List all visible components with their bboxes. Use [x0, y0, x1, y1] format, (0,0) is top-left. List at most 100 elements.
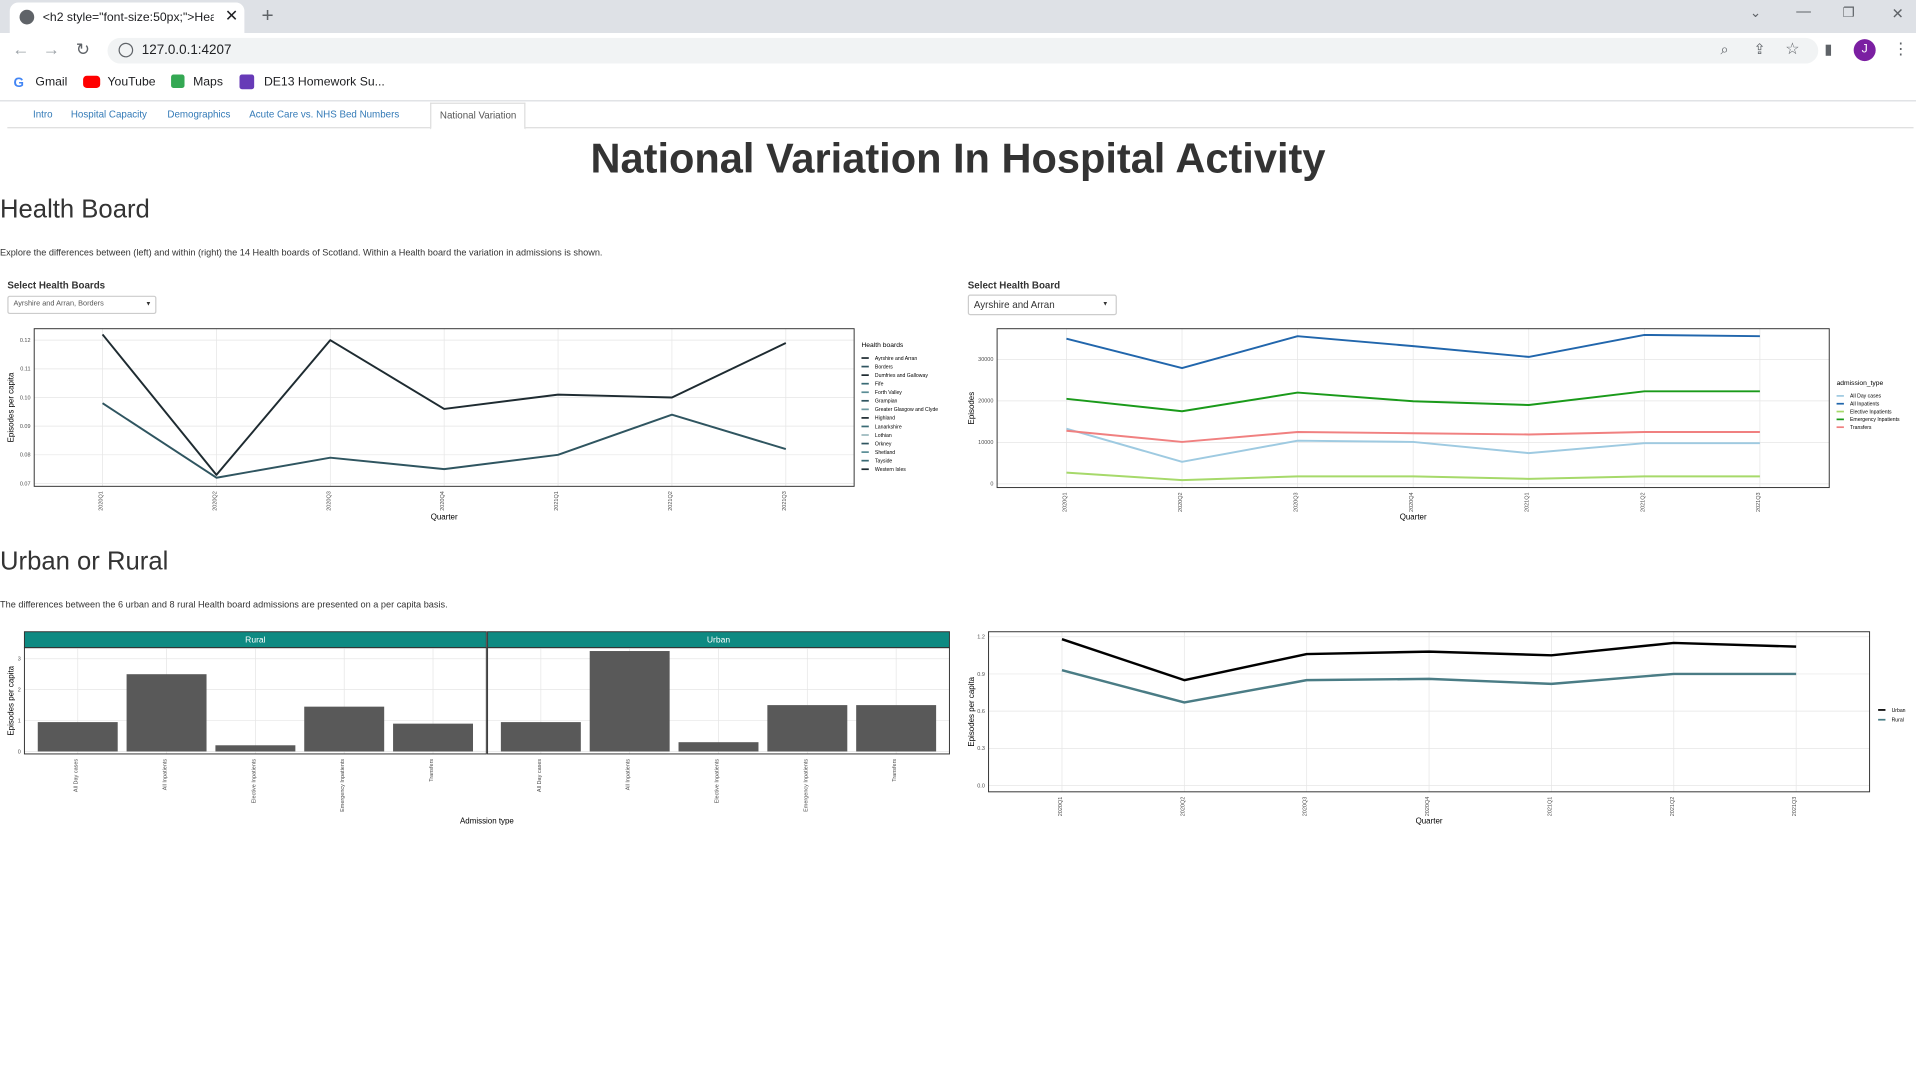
x-tick-label: Emergency Inpatients	[340, 759, 346, 812]
x-tick-label: Elective Inpatients	[251, 759, 257, 804]
series-line	[101, 333, 787, 476]
youtube-icon	[83, 75, 101, 88]
x-tick-label: 2021Q3	[782, 491, 788, 511]
y-tick-label: 3	[18, 657, 21, 663]
bookmarks-bar	[0, 67, 1916, 102]
x-tick-label: 2020Q2	[212, 491, 218, 511]
select-value: Ayrshire and Arran	[973, 299, 1055, 311]
back-button[interactable]: ←	[12, 39, 30, 59]
forms-icon	[239, 74, 255, 90]
x-tick-label: All Day cases	[537, 759, 543, 792]
x-tick-label: 2020Q2	[1180, 797, 1186, 817]
select-input[interactable]: Ayrshire and Arran ▼	[967, 294, 1117, 316]
legend-title: admission_type	[1837, 380, 1884, 387]
address-bar[interactable]	[107, 37, 1819, 64]
minimize[interactable]: —	[1796, 2, 1811, 20]
bar	[589, 651, 670, 752]
x-tick-label: All Inpatients	[626, 759, 632, 791]
section-heading: Health Board	[0, 195, 150, 224]
y-tick-label: 0.08	[20, 453, 31, 459]
select-value: Ayrshire and Arran, Borders	[13, 300, 104, 308]
maps-icon	[171, 74, 185, 88]
x-axis-title: Admission type	[460, 817, 514, 826]
legend-label: Ayrshire and Arran	[875, 356, 918, 362]
nav-tab[interactable]: Acute Care vs. NHS Bed Numbers	[249, 108, 400, 120]
forward-button[interactable]: →	[42, 39, 60, 59]
legend-label: Greater Glasgow and Clyde	[875, 407, 938, 413]
legend-label: Elective Inpatients	[1850, 409, 1892, 415]
close-window[interactable]: ✕	[1891, 4, 1904, 22]
legend-label: Orkney	[875, 441, 892, 447]
x-tick-label: 2021Q1	[554, 491, 560, 511]
x-tick-label: 2020Q1	[99, 491, 105, 511]
bookmark[interactable]: Gmail	[35, 75, 68, 90]
x-tick-label: 2020Q1	[1062, 492, 1068, 512]
select-input[interactable]: Ayrshire and Arran, Borders ▼	[7, 295, 157, 315]
legend-label: Tayside	[875, 459, 893, 465]
x-tick-label: 2020Q1	[1058, 797, 1064, 817]
bar	[126, 674, 207, 752]
series-line	[1066, 471, 1760, 482]
y-tick-label: 0.0	[977, 783, 985, 789]
y-tick-label: 0.9	[977, 672, 985, 678]
x-axis-title: Quarter	[1416, 817, 1443, 826]
legend-label: Forth Valley	[875, 390, 902, 396]
y-axis-title: Episodes per capita	[6, 372, 15, 442]
profile-avatar[interactable]: J	[1853, 39, 1876, 62]
bookmark-star[interactable]: ☆	[1785, 39, 1800, 58]
x-tick-label: Transfers	[429, 759, 435, 782]
nav-tab-active[interactable]: National Variation	[430, 102, 526, 130]
legend-label: Urban	[1892, 708, 1906, 714]
control-label: Select Health Board	[967, 279, 1061, 291]
x-axis-title: Quarter	[1400, 512, 1427, 521]
url-text[interactable]: 127.0.0.1:4207	[141, 42, 232, 58]
x-tick-label: Elective Inpatients	[715, 759, 721, 804]
legend-label: Transfers	[1850, 425, 1872, 431]
nav-tab[interactable]: Hospital Capacity	[70, 108, 147, 120]
nav-rule	[7, 127, 1914, 129]
tab-title: <h2 style="font-size:50px;">Hea	[42, 10, 214, 25]
bookmark[interactable]: DE13 Homework Su...	[263, 75, 385, 90]
restore[interactable]: ❐	[1842, 6, 1855, 21]
legend-label: Grampian	[875, 399, 898, 405]
y-tick-label: 0.12	[20, 338, 31, 344]
x-axis-title: Quarter	[431, 512, 458, 521]
tab-search[interactable]: ⌄	[1749, 6, 1762, 21]
browser-tab[interactable]: <h2 style="font-size:50px;">Hea ✕	[9, 2, 245, 33]
y-tick-label: 1.2	[977, 635, 985, 641]
section-heading: Urban or Rural	[0, 547, 169, 576]
nav-tab[interactable]: Intro	[32, 108, 53, 120]
legend-label: Borders	[875, 364, 893, 370]
x-tick-label: 2020Q3	[326, 491, 332, 511]
legend-label: Dumfries and Galloway	[875, 373, 928, 379]
series-line	[1066, 333, 1760, 370]
share-icon[interactable]: ⇪	[1753, 40, 1766, 58]
tab-close[interactable]: ✕	[224, 6, 239, 25]
panel-border	[23, 647, 487, 755]
nav-tab[interactable]: Demographics	[167, 108, 231, 120]
legend-label: All Day cases	[1850, 394, 1881, 400]
panel-border	[988, 631, 1871, 793]
x-tick-label: 2020Q3	[1303, 797, 1309, 817]
series-line	[1061, 638, 1797, 682]
series-line	[1066, 390, 1760, 413]
x-tick-label: Emergency Inpatients	[803, 759, 809, 812]
reload-button[interactable]: ↻	[75, 39, 91, 59]
y-axis-title: Episodes	[967, 392, 976, 425]
x-tick-label: 2021Q3	[1792, 797, 1798, 817]
side-panel[interactable]: ▮	[1824, 40, 1833, 58]
page-title: National Variation In Hospital Activity	[590, 135, 1326, 183]
series-line	[1066, 429, 1760, 443]
new-tab[interactable]: +	[261, 3, 274, 27]
zoom-icon[interactable]: ⌕	[1720, 40, 1729, 58]
menu-button[interactable]: ⋮	[1892, 39, 1909, 58]
bookmark[interactable]: Maps	[193, 75, 223, 90]
site-info-icon[interactable]	[118, 42, 134, 58]
bookmark[interactable]: YouTube	[107, 75, 156, 90]
bar	[37, 722, 118, 752]
y-tick-label: 10000	[978, 440, 993, 446]
x-tick-label: 2021Q2	[1640, 492, 1646, 512]
